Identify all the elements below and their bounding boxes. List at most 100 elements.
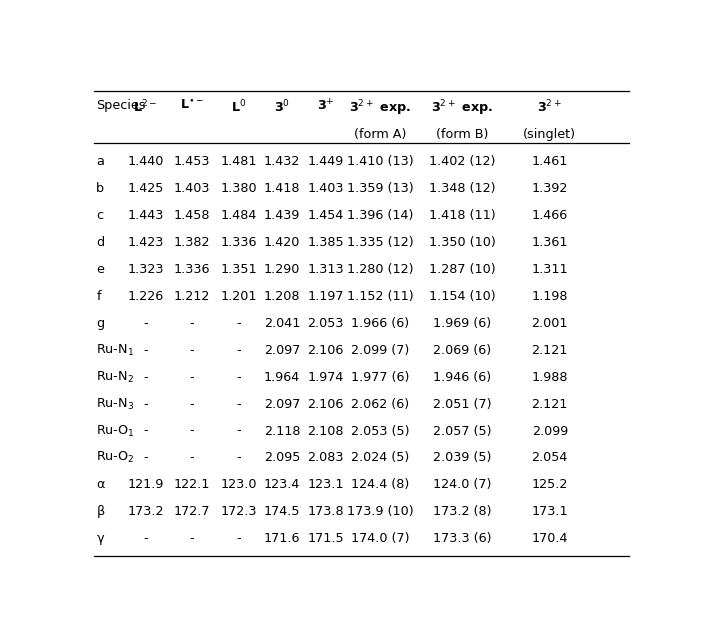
Text: 1.351: 1.351	[220, 263, 257, 276]
Text: 1.280 (12): 1.280 (12)	[347, 263, 414, 276]
Text: 124.0 (7): 124.0 (7)	[433, 478, 491, 491]
Text: 2.097: 2.097	[264, 344, 300, 357]
Text: 1.432: 1.432	[264, 155, 300, 168]
Text: 2.062 (6): 2.062 (6)	[351, 397, 410, 411]
Text: L$^{0}$: L$^{0}$	[231, 99, 246, 115]
Text: b: b	[97, 182, 104, 196]
Text: -: -	[143, 424, 148, 438]
Text: -: -	[190, 424, 195, 438]
Text: -: -	[143, 452, 148, 464]
Text: 1.154 (10): 1.154 (10)	[429, 290, 496, 303]
Text: -: -	[190, 532, 195, 545]
Text: 1.201: 1.201	[220, 290, 257, 303]
Text: -: -	[190, 397, 195, 411]
Text: 2.001: 2.001	[532, 317, 568, 330]
Text: 2.053 (5): 2.053 (5)	[351, 424, 410, 438]
Text: g: g	[97, 317, 104, 330]
Text: 125.2: 125.2	[532, 478, 568, 491]
Text: 1.481: 1.481	[220, 155, 257, 168]
Text: 122.1: 122.1	[173, 478, 210, 491]
Text: 3$^{+}$: 3$^{+}$	[317, 99, 335, 114]
Text: -: -	[236, 344, 240, 357]
Text: L$^{\bullet-}$: L$^{\bullet-}$	[180, 99, 204, 111]
Text: 1.402 (12): 1.402 (12)	[429, 155, 496, 168]
Text: 1.439: 1.439	[264, 209, 300, 222]
Text: 171.5: 171.5	[307, 532, 344, 545]
Text: e: e	[97, 263, 104, 276]
Text: 1.418: 1.418	[264, 182, 300, 196]
Text: -: -	[143, 397, 148, 411]
Text: 2.095: 2.095	[264, 452, 300, 464]
Text: 174.0 (7): 174.0 (7)	[351, 532, 410, 545]
Text: 1.208: 1.208	[264, 290, 300, 303]
Text: 1.197: 1.197	[307, 290, 344, 303]
Text: Species: Species	[97, 99, 146, 111]
Text: 3$^{2+}$: 3$^{2+}$	[537, 99, 563, 115]
Text: (form B): (form B)	[436, 128, 489, 141]
Text: Ru-N$_3$: Ru-N$_3$	[97, 397, 135, 412]
Text: 1.461: 1.461	[532, 155, 568, 168]
Text: 2.099 (7): 2.099 (7)	[351, 344, 410, 357]
Text: 170.4: 170.4	[532, 532, 568, 545]
Text: 173.2: 173.2	[127, 505, 164, 519]
Text: 2.118: 2.118	[264, 424, 300, 438]
Text: 1.313: 1.313	[307, 263, 344, 276]
Text: 1.403: 1.403	[173, 182, 210, 196]
Text: 1.440: 1.440	[128, 155, 164, 168]
Text: Ru-O$_2$: Ru-O$_2$	[97, 450, 135, 466]
Text: 123.1: 123.1	[307, 478, 344, 491]
Text: 1.350 (10): 1.350 (10)	[429, 236, 496, 249]
Text: 172.3: 172.3	[220, 505, 257, 519]
Text: α: α	[97, 478, 105, 491]
Text: 2.053: 2.053	[307, 317, 344, 330]
Text: 171.6: 171.6	[264, 532, 300, 545]
Text: 173.3 (6): 173.3 (6)	[433, 532, 491, 545]
Text: 1.323: 1.323	[127, 263, 164, 276]
Text: 1.287 (10): 1.287 (10)	[429, 263, 496, 276]
Text: 173.2 (8): 173.2 (8)	[433, 505, 491, 519]
Text: 1.484: 1.484	[220, 209, 257, 222]
Text: f: f	[97, 290, 101, 303]
Text: (singlet): (singlet)	[523, 128, 576, 141]
Text: -: -	[143, 371, 148, 383]
Text: 1.443: 1.443	[128, 209, 164, 222]
Text: 2.121: 2.121	[532, 397, 568, 411]
Text: 2.106: 2.106	[307, 397, 344, 411]
Text: 3$^{0}$: 3$^{0}$	[274, 99, 290, 115]
Text: 1.392: 1.392	[532, 182, 568, 196]
Text: 1.423: 1.423	[128, 236, 164, 249]
Text: 2.069 (6): 2.069 (6)	[434, 344, 491, 357]
Text: 121.9: 121.9	[128, 478, 164, 491]
Text: 1.425: 1.425	[128, 182, 164, 196]
Text: 2.051 (7): 2.051 (7)	[433, 397, 491, 411]
Text: 1.410 (13): 1.410 (13)	[347, 155, 414, 168]
Text: 1.348 (12): 1.348 (12)	[429, 182, 496, 196]
Text: -: -	[236, 317, 240, 330]
Text: 172.7: 172.7	[173, 505, 210, 519]
Text: 124.4 (8): 124.4 (8)	[351, 478, 410, 491]
Text: 1.420: 1.420	[264, 236, 300, 249]
Text: 1.335 (12): 1.335 (12)	[347, 236, 414, 249]
Text: L$^{2-}$: L$^{2-}$	[133, 99, 158, 115]
Text: -: -	[190, 344, 195, 357]
Text: (form A): (form A)	[354, 128, 407, 141]
Text: -: -	[236, 532, 240, 545]
Text: -: -	[190, 452, 195, 464]
Text: 1.403: 1.403	[307, 182, 344, 196]
Text: 1.396 (14): 1.396 (14)	[348, 209, 414, 222]
Text: 2.108: 2.108	[307, 424, 344, 438]
Text: γ: γ	[97, 532, 104, 545]
Text: 1.969 (6): 1.969 (6)	[434, 317, 491, 330]
Text: -: -	[236, 397, 240, 411]
Text: 2.039 (5): 2.039 (5)	[433, 452, 491, 464]
Text: -: -	[190, 371, 195, 383]
Text: Ru-N$_1$: Ru-N$_1$	[97, 343, 135, 358]
Text: 1.449: 1.449	[307, 155, 344, 168]
Text: 1.964: 1.964	[264, 371, 300, 383]
Text: c: c	[97, 209, 104, 222]
Text: 1.382: 1.382	[173, 236, 210, 249]
Text: 2.054: 2.054	[532, 452, 568, 464]
Text: 2.024 (5): 2.024 (5)	[351, 452, 410, 464]
Text: 1.152 (11): 1.152 (11)	[347, 290, 414, 303]
Text: 173.8: 173.8	[307, 505, 344, 519]
